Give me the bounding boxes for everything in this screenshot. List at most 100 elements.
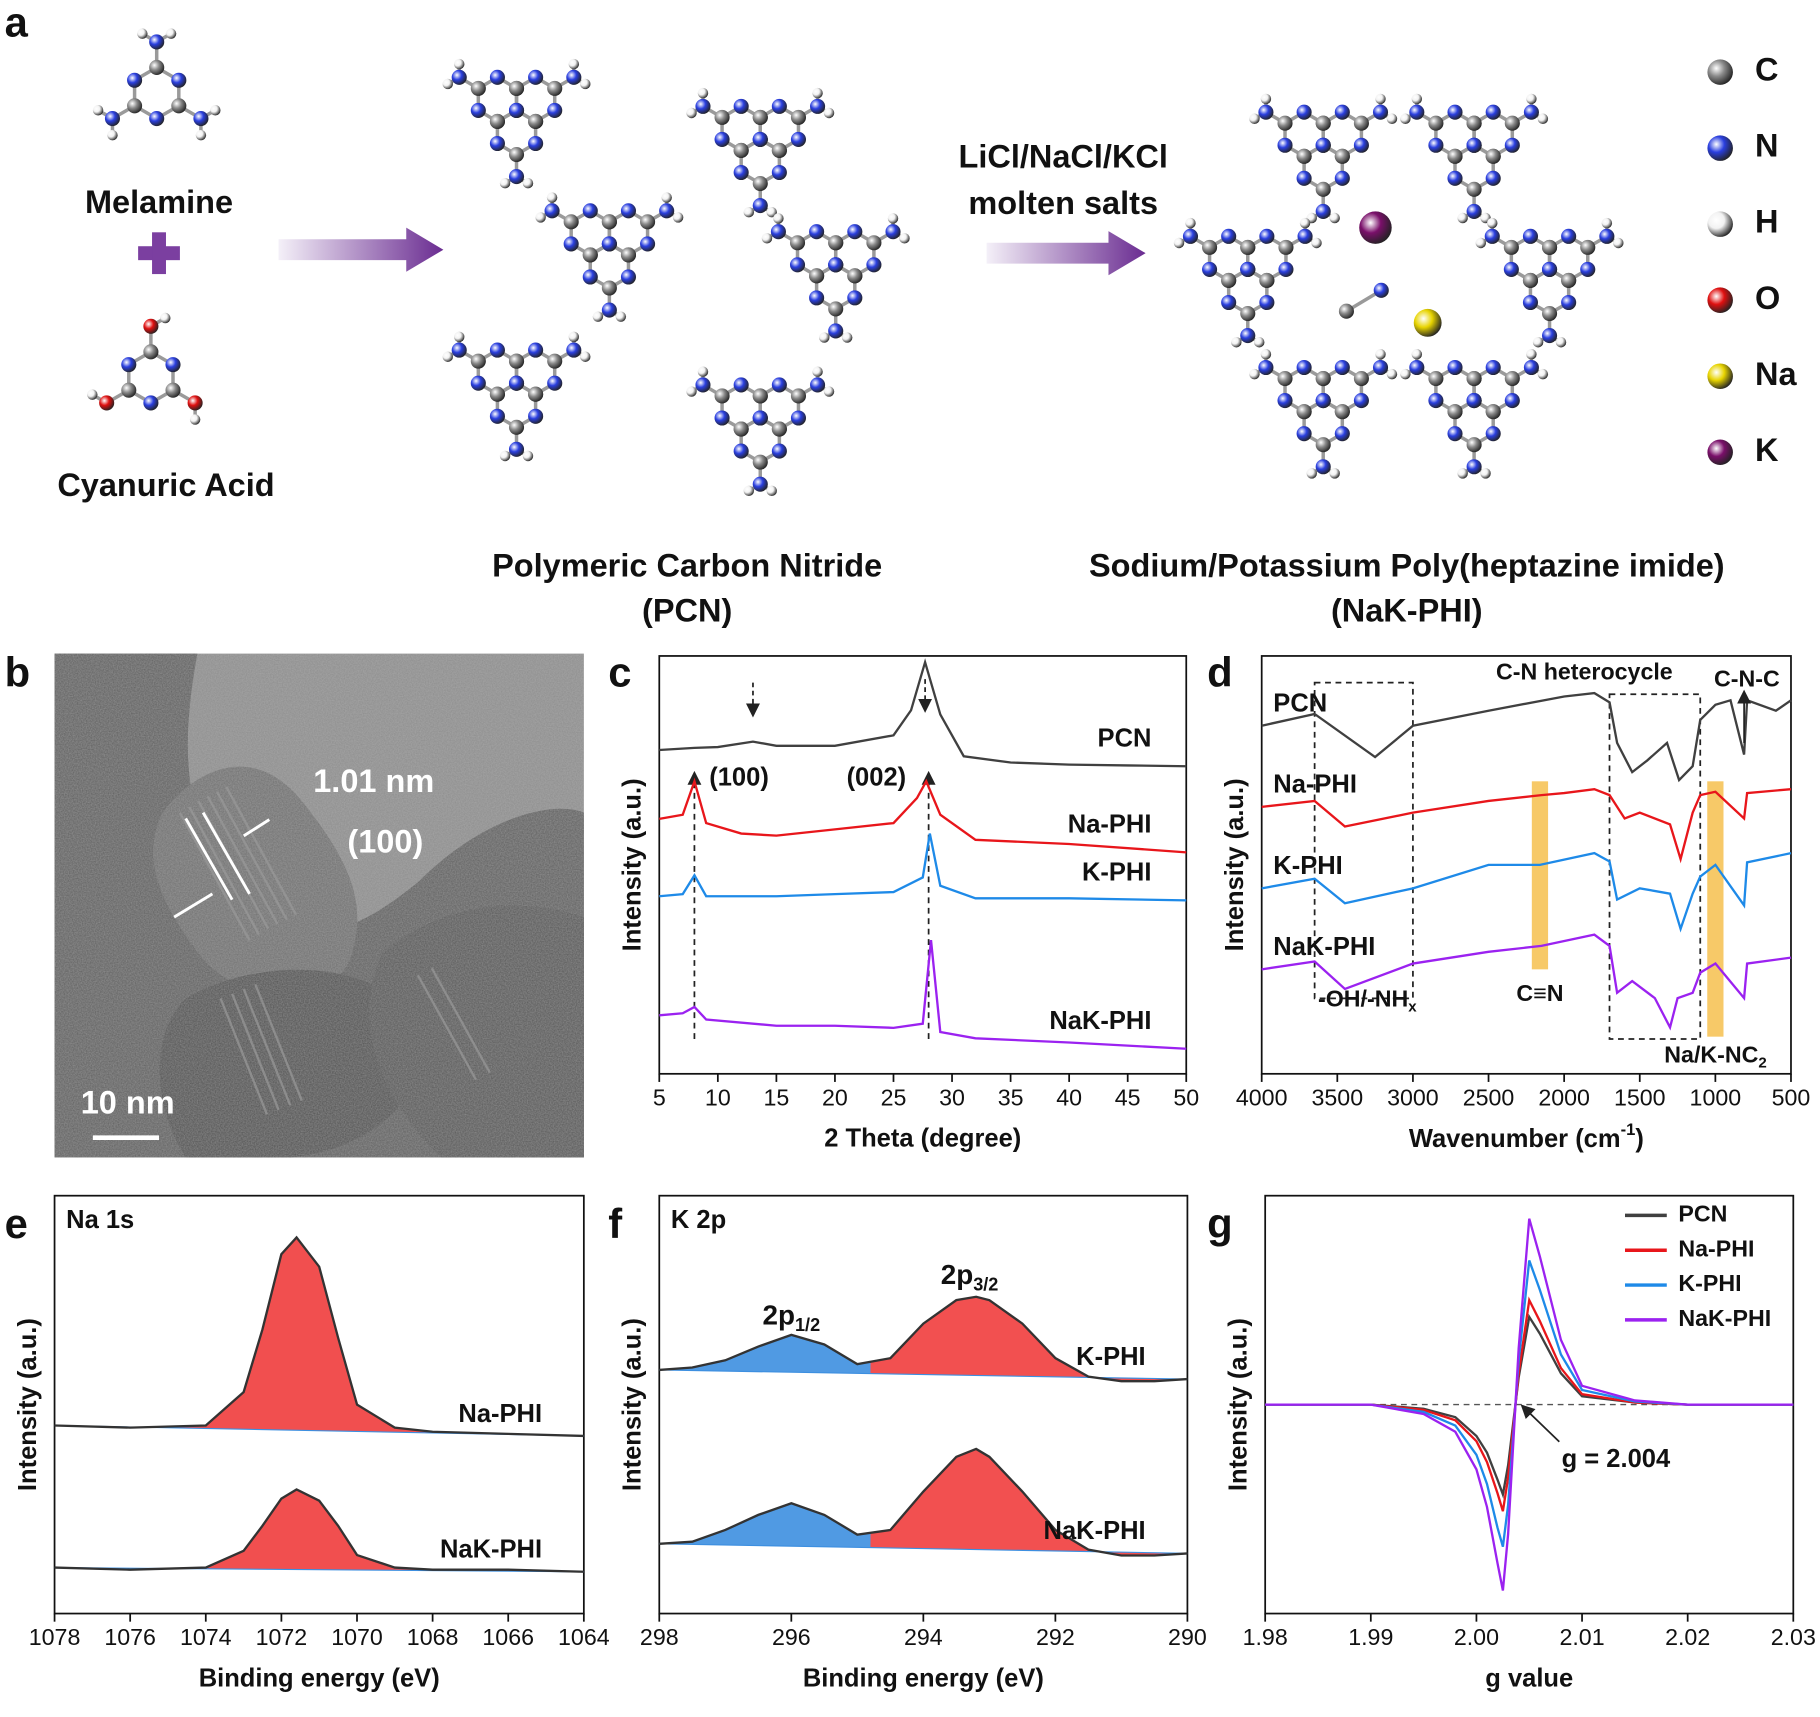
series-line	[1261, 788, 1792, 864]
atom	[528, 135, 544, 152]
atom	[828, 301, 844, 317]
atom	[1447, 170, 1463, 186]
atom	[1428, 371, 1444, 387]
atom	[752, 476, 768, 492]
atom	[1277, 393, 1293, 409]
atom	[899, 233, 910, 244]
atom	[1315, 115, 1331, 131]
atom	[1315, 181, 1331, 197]
annotation: -OH/-NHx	[1318, 986, 1417, 1016]
atom	[790, 388, 807, 404]
atom	[508, 441, 525, 457]
x-tick-label: 1070	[331, 1624, 383, 1650]
series-label: K-PHI	[1273, 852, 1342, 880]
atom	[563, 236, 579, 252]
atom	[812, 366, 823, 377]
atom	[489, 386, 505, 402]
atom	[1334, 404, 1350, 420]
atom	[733, 443, 749, 459]
atom	[508, 169, 525, 185]
atom	[1457, 212, 1468, 224]
atom	[1523, 359, 1539, 376]
x-tick-label: 40	[1056, 1084, 1082, 1110]
atom	[1522, 228, 1538, 244]
x-axis-label: g value	[1485, 1664, 1573, 1692]
panel-title: K 2p	[671, 1206, 726, 1234]
peak-label-text: 2p	[762, 1300, 795, 1331]
peak-label: 2p3/2	[941, 1259, 999, 1294]
atom	[1428, 137, 1444, 153]
atom	[1466, 437, 1482, 453]
atom	[733, 164, 749, 181]
atom	[210, 105, 221, 116]
atom	[1329, 468, 1340, 479]
series-line	[1265, 1313, 1794, 1499]
atom	[697, 87, 709, 99]
y-axis-label: Intensity (a.u.)	[14, 1318, 42, 1491]
atom	[661, 192, 672, 203]
y-axis-label: Intensity (a.u.)	[1221, 778, 1249, 951]
legend-label: Na-PHI	[1678, 1235, 1754, 1261]
atom	[743, 485, 755, 497]
atom	[1353, 371, 1369, 387]
atom	[615, 311, 627, 322]
atom	[733, 377, 749, 393]
series-line	[1261, 691, 1792, 783]
highlight-band	[1707, 781, 1724, 1037]
atom	[810, 377, 826, 393]
atom	[535, 212, 546, 223]
x-tick-label: 20	[822, 1084, 848, 1110]
x-axis-label-text: Wavenumber (cm	[1409, 1125, 1621, 1153]
annotation-text: C-N-C	[1714, 665, 1780, 691]
x-tick-label: 1078	[29, 1624, 81, 1650]
atom	[733, 98, 749, 114]
atom-legend-label: C	[1755, 52, 1778, 88]
atom	[127, 98, 143, 114]
atom	[752, 198, 768, 214]
atom	[828, 323, 844, 339]
atom	[547, 353, 563, 369]
atom	[165, 382, 181, 398]
condition-label: LiCl/NaCl/KCl	[958, 139, 1167, 175]
x-tick-label: 25	[881, 1084, 907, 1110]
atom	[733, 142, 749, 159]
peak-label-sub: 3/2	[973, 1274, 998, 1294]
chart: 5 10 15 20 25 30 35 40 45 50 2 Theta (degree) Inten…	[618, 655, 1199, 1153]
atom	[847, 224, 863, 240]
atom	[1485, 104, 1501, 120]
atom	[1372, 104, 1389, 120]
atom	[1334, 104, 1350, 120]
atom	[695, 98, 711, 114]
chart: 1078 1076 1074 1072 1070 1068 1066 1064 Binding …	[14, 1194, 610, 1692]
atom	[528, 113, 544, 129]
series-label: K-PHI	[1082, 858, 1151, 886]
atom	[789, 257, 806, 273]
atom	[1485, 404, 1501, 420]
atom	[1315, 203, 1331, 219]
x-tick-label: 3000	[1387, 1084, 1439, 1110]
peak-fill	[659, 1296, 1188, 1382]
reactant-label: Cyanuric Acid	[57, 467, 274, 503]
atom	[697, 366, 709, 377]
atom	[489, 69, 505, 85]
x-axis-label: 2 Theta (degree)	[824, 1125, 1021, 1153]
atom	[1296, 359, 1312, 376]
atom	[771, 443, 787, 459]
atom	[563, 214, 579, 230]
atom	[766, 485, 777, 497]
x-tick-label: 45	[1115, 1084, 1141, 1110]
atom	[752, 109, 768, 125]
atom	[1260, 93, 1272, 105]
atom	[809, 290, 825, 306]
atom	[143, 344, 159, 360]
atom	[1231, 336, 1242, 348]
annotation-text: -OH/-NH	[1318, 986, 1408, 1012]
atom	[1260, 349, 1272, 360]
atom	[1400, 368, 1411, 380]
atom	[1202, 261, 1218, 277]
highlight-band	[1531, 781, 1549, 970]
x-tick-label: 1.99	[1348, 1624, 1393, 1650]
atom	[137, 28, 148, 39]
atom	[1315, 459, 1331, 475]
atom	[1526, 93, 1537, 105]
